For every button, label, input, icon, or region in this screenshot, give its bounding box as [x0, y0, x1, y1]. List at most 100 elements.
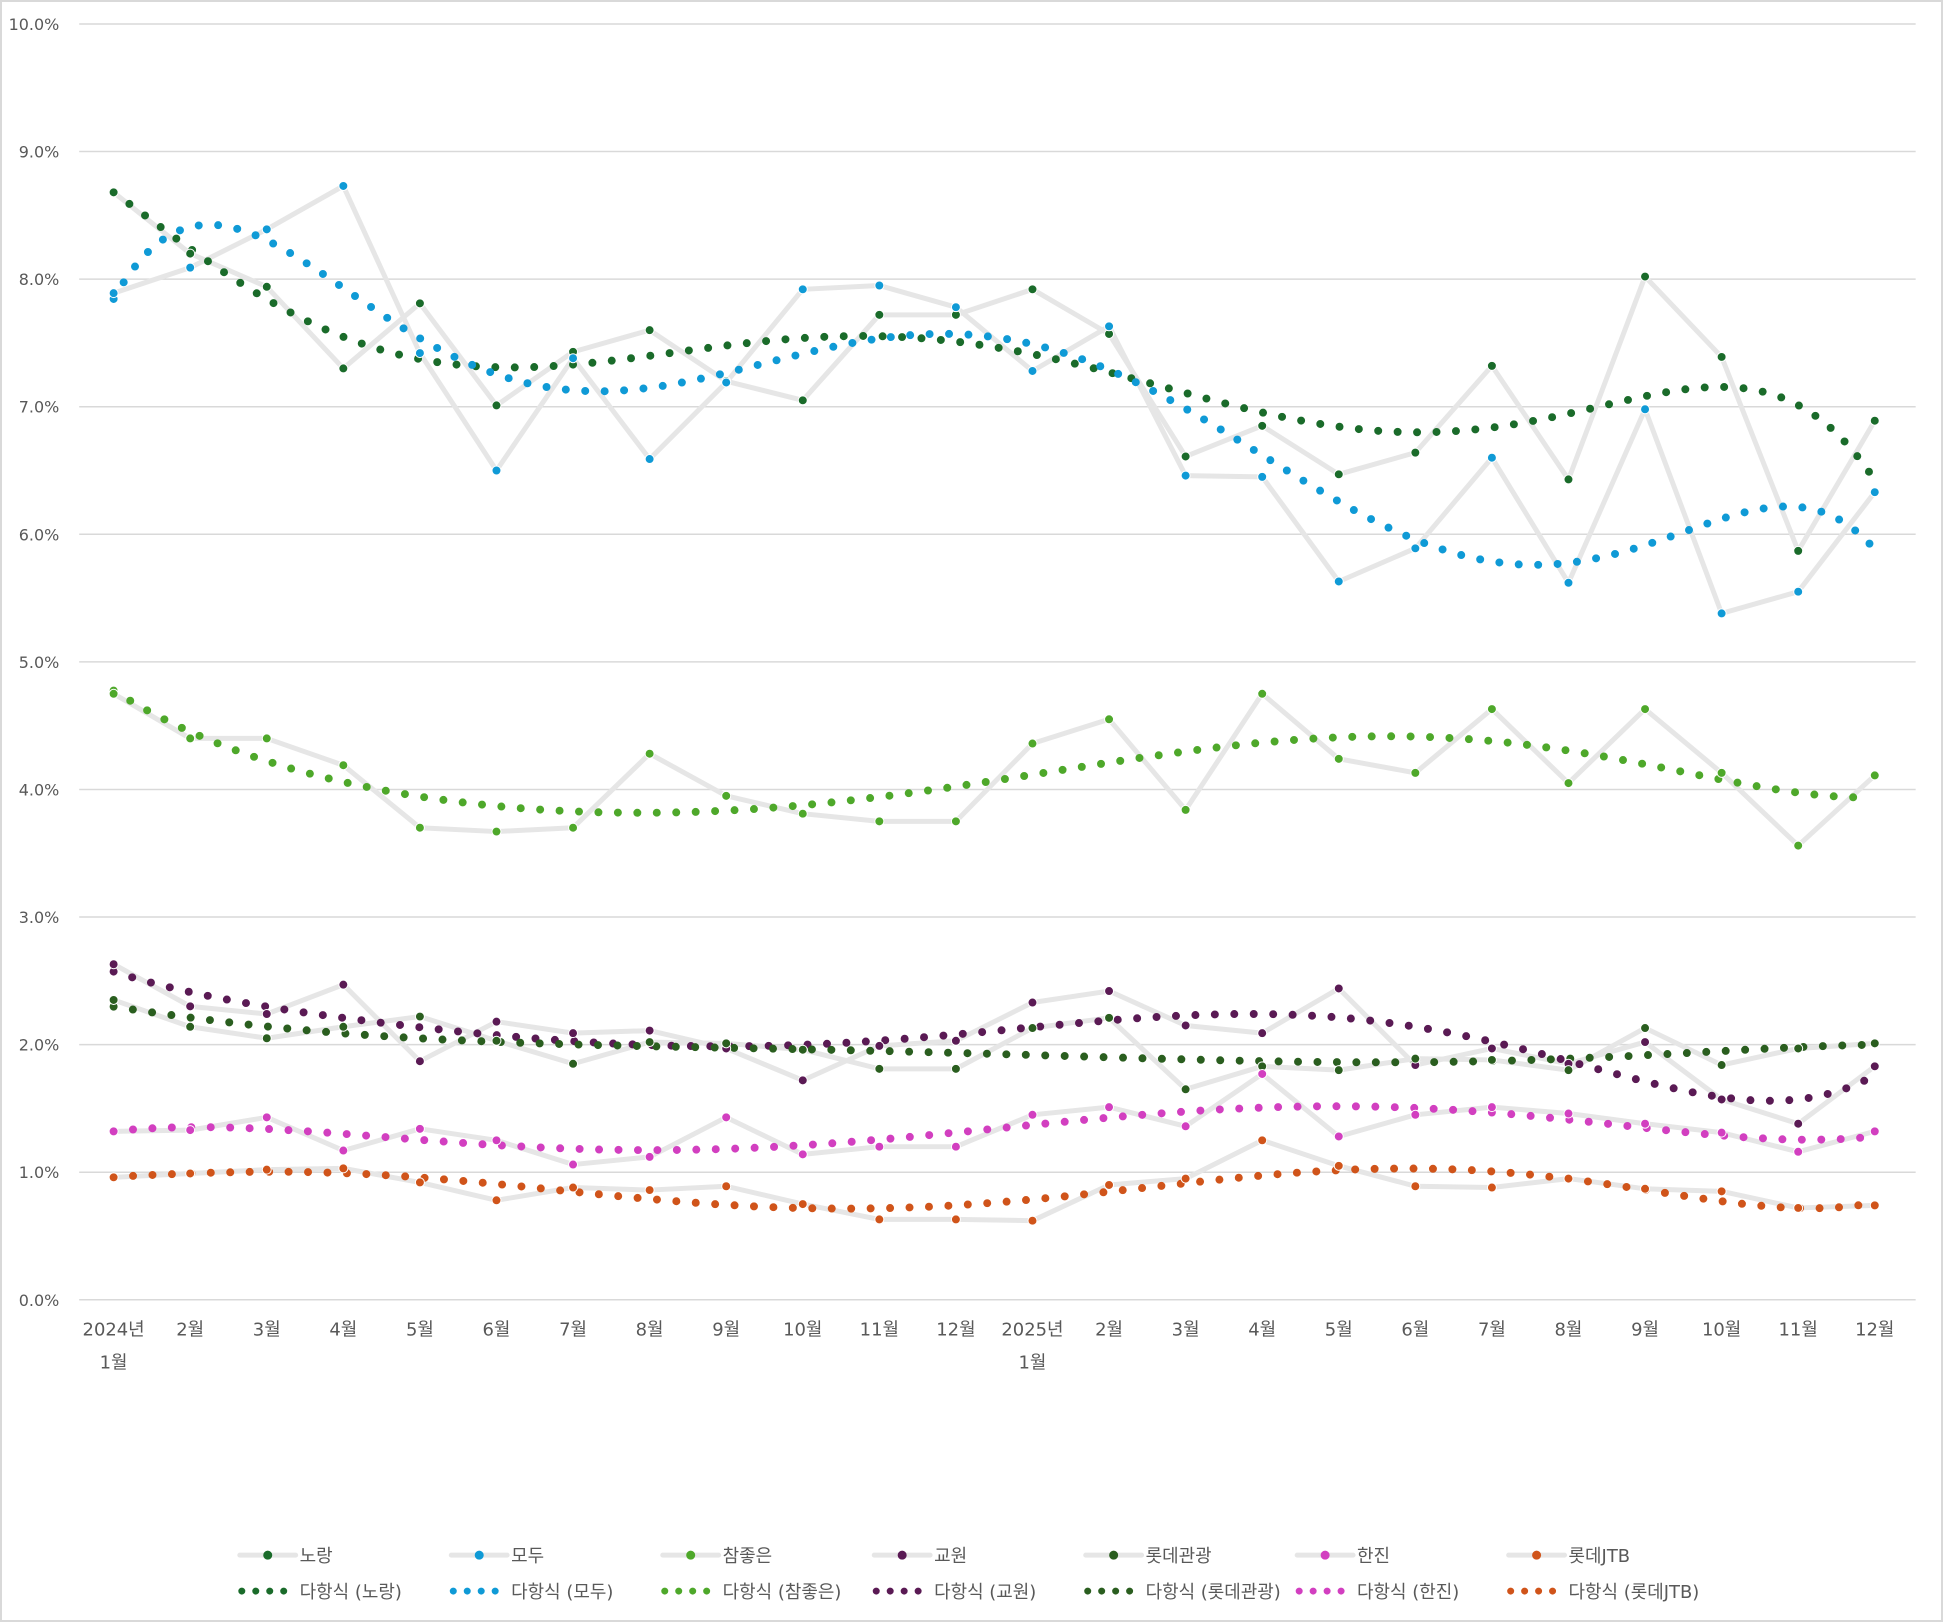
data-point — [1869, 1200, 1880, 1211]
data-point — [874, 1214, 885, 1225]
data-point — [1486, 360, 1497, 371]
data-point — [568, 1058, 579, 1069]
data-point — [797, 284, 808, 295]
data-point — [1716, 1094, 1727, 1105]
x-axis-ticks: 2024년 1월 2월 3월 4월 5월 6월 7월 8월 9월 10월 11월 12월 2025년 1월 2… — [83, 1320, 1895, 1374]
legend-trend-label: 다항식 (롯데JTB) — [1569, 1582, 1700, 1603]
data-point — [1257, 1028, 1268, 1039]
trendline-3 — [109, 967, 1875, 1105]
data-point — [1027, 284, 1038, 295]
data-point — [491, 1016, 502, 1027]
data-point — [1333, 469, 1344, 480]
data-point — [1027, 1215, 1038, 1226]
data-point — [1793, 1043, 1804, 1054]
data-point — [1333, 753, 1344, 764]
data-point — [1104, 1102, 1115, 1113]
data-point — [491, 1195, 502, 1206]
data-point — [950, 1141, 961, 1152]
data-point — [568, 822, 579, 833]
x-tick-label: 7월 — [1478, 1320, 1506, 1341]
x-tick-label: 10월 — [1702, 1320, 1741, 1341]
x-tick-label: 5월 — [1325, 1320, 1353, 1341]
x-tick-label: 12월 — [936, 1320, 975, 1341]
data-point — [1793, 545, 1804, 556]
legend-label: 롯데관광 — [1146, 1546, 1212, 1567]
legend-marker — [1109, 1550, 1119, 1560]
y-tick-label: 6.0% — [19, 525, 60, 544]
legend-marker — [263, 1550, 273, 1560]
x-tick-label: 8월 — [1555, 1320, 1583, 1341]
data-point — [261, 224, 272, 235]
data-point — [108, 187, 119, 198]
data-point — [568, 1182, 579, 1193]
data-point — [1410, 1181, 1421, 1192]
data-point — [1486, 1043, 1497, 1054]
x-tick-label: 8월 — [636, 1320, 664, 1341]
data-point — [1563, 778, 1574, 789]
data-point — [797, 1075, 808, 1086]
data-point — [1333, 1065, 1344, 1076]
x-tick-label: 2024년 — [83, 1320, 145, 1341]
data-point — [1640, 1118, 1651, 1129]
data-point — [1793, 1202, 1804, 1213]
data-point — [338, 180, 349, 191]
data-point — [874, 309, 885, 320]
legend-label: 노랑 — [300, 1546, 333, 1567]
data-point — [1486, 452, 1497, 463]
x-tick-label: 2025년 — [1001, 1320, 1063, 1341]
data-point — [1410, 1109, 1421, 1120]
data-point — [874, 1141, 885, 1152]
data-point — [1486, 1054, 1497, 1065]
data-point — [1257, 420, 1268, 431]
data-point — [261, 1009, 272, 1019]
data-point — [414, 1011, 425, 1022]
y-tick-label: 9.0% — [19, 143, 60, 162]
data-point — [1027, 1023, 1038, 1034]
legend-trend-label: 다항식 (노랑) — [300, 1582, 402, 1603]
trendline-0 — [109, 188, 1875, 479]
data-point — [950, 1063, 961, 1074]
data-point — [1180, 804, 1191, 815]
x-tick-label: 4월 — [329, 1320, 357, 1341]
data-point — [1180, 1121, 1191, 1132]
data-point — [185, 1021, 196, 1032]
data-point — [1563, 1173, 1574, 1184]
data-point — [1027, 738, 1038, 749]
data-point — [644, 1037, 655, 1048]
legend-trend-label: 다항식 (참좋은) — [723, 1582, 842, 1603]
data-point — [261, 281, 272, 292]
data-point — [108, 959, 119, 970]
data-point — [1104, 321, 1115, 332]
data-point — [185, 733, 196, 744]
data-point — [1793, 1146, 1804, 1157]
data-point — [874, 1040, 885, 1051]
y-tick-label: 1.0% — [19, 1163, 60, 1182]
data-point — [1180, 1020, 1191, 1031]
data-point — [1793, 840, 1804, 851]
data-point — [1180, 1173, 1191, 1184]
trendline-2 — [109, 686, 1875, 817]
data-point — [414, 1123, 425, 1134]
data-point — [644, 1151, 655, 1162]
data-point — [1104, 714, 1115, 725]
x-tick-label: 3월 — [253, 1320, 281, 1341]
data-point — [644, 1185, 655, 1196]
data-point — [721, 377, 732, 388]
trendlines — [109, 188, 1875, 1213]
legend-label: 참좋은 — [723, 1546, 773, 1567]
data-point — [108, 288, 119, 299]
y-tick-label: 2.0% — [19, 1036, 60, 1055]
data-point — [491, 400, 502, 411]
data-point — [1486, 704, 1497, 715]
data-point — [797, 1199, 808, 1210]
series-line-3 — [112, 962, 1877, 1127]
data-point — [797, 808, 808, 819]
data-point — [1563, 474, 1574, 485]
data-point — [874, 816, 885, 827]
data-point — [1104, 1012, 1115, 1023]
x-tick-label: 2월 — [1095, 1320, 1123, 1341]
data-point — [414, 1056, 425, 1067]
trendline-5 — [109, 1102, 1875, 1155]
data-point — [1869, 487, 1880, 498]
